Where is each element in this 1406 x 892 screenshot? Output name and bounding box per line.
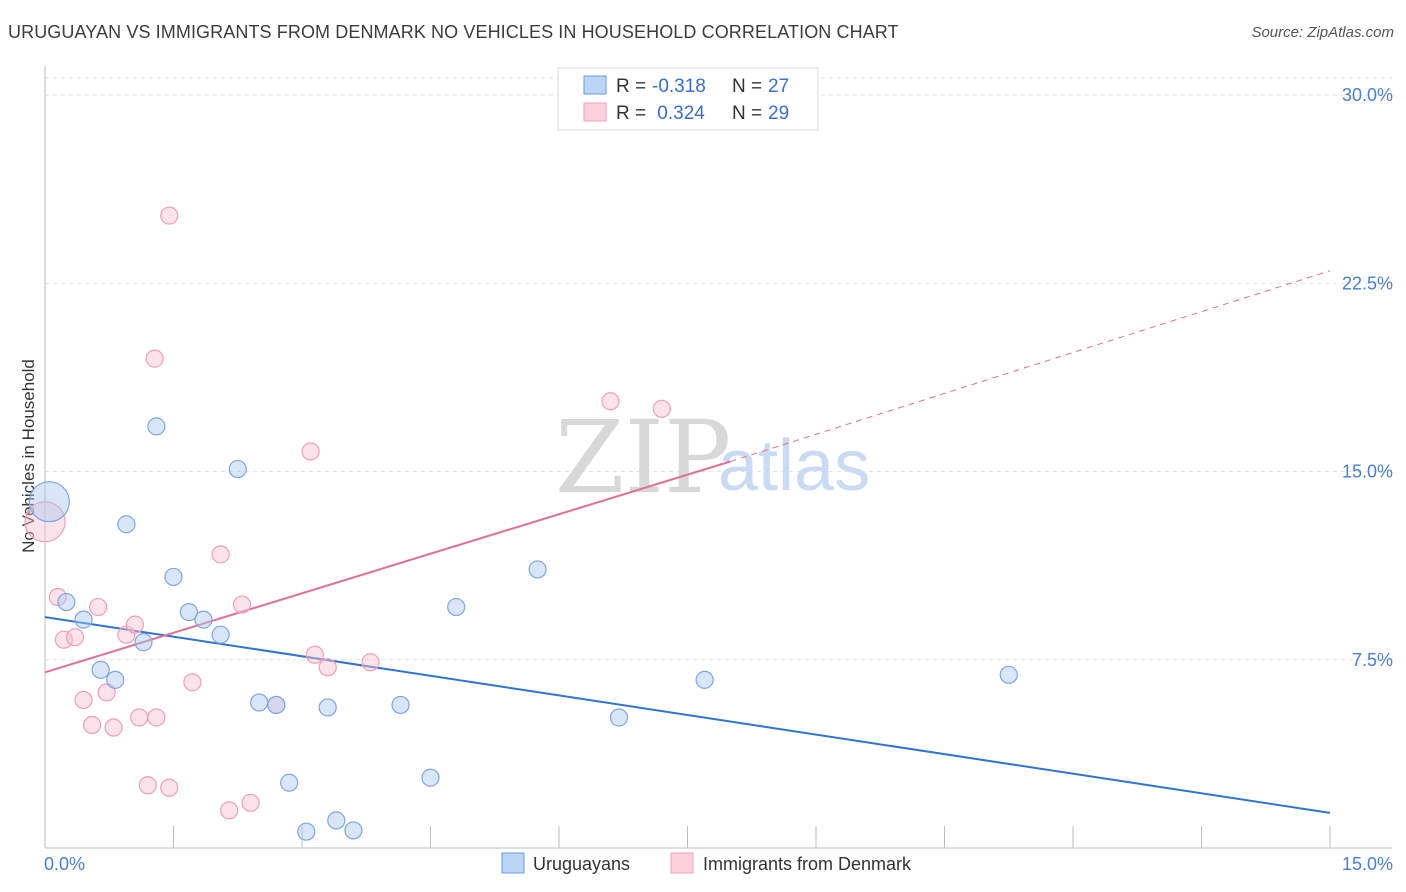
bottom-legend-denmark: Immigrants from Denmark [703, 854, 912, 874]
point-denmark [318, 658, 337, 677]
point-denmark [305, 645, 324, 664]
bottom-legend-swatch-uruguayans [501, 852, 525, 874]
correlation-legend: R = -0.318 N = 27 R = 0.324 N = 29 [557, 67, 819, 131]
point-denmark [241, 793, 260, 812]
point-uruguayans [391, 695, 410, 715]
legend-r-label-1: R = [616, 76, 646, 97]
legend-n-value-2: 29 [768, 103, 789, 124]
point-uruguayans [999, 665, 1018, 684]
point-uruguayans [211, 625, 230, 644]
x-tick-labels: 0.0% 15.0% [44, 854, 1393, 874]
watermark: ZIP atlas [555, 399, 870, 516]
trend-lines [44, 270, 1331, 814]
point-denmark [160, 778, 179, 797]
legend-r-value-1: -0.318 [652, 76, 706, 97]
legend-n-label-2: N = [732, 103, 762, 124]
trend-line-denmark-extension [730, 270, 1331, 462]
point-uruguayans [106, 670, 125, 689]
point-denmark [74, 690, 93, 710]
point-denmark [138, 776, 157, 795]
point-uruguayans [447, 597, 466, 617]
y-tick-labels: 7.5% 15.0% 22.5% 30.0% [1342, 85, 1393, 670]
watermark-zip: ZIP [555, 399, 731, 516]
point-denmark [104, 718, 123, 737]
point-uruguayans [318, 698, 337, 717]
point-uruguayans [280, 773, 299, 792]
legend-swatch-uruguayans [583, 75, 607, 95]
legend-n-value-1: 27 [768, 76, 789, 97]
point-uruguayans [194, 610, 213, 629]
bottom-legend-uruguayans: Uruguayans [533, 854, 630, 874]
y-tick-label: 30.0% [1342, 85, 1393, 105]
source-label: Source: ZipAtlas.com [1251, 24, 1394, 41]
point-uruguayans [91, 660, 110, 679]
point-uruguayans [250, 693, 269, 712]
axes [44, 66, 1392, 849]
legend-n-label-1: N = [732, 76, 762, 97]
point-uruguayans [609, 708, 629, 727]
point-denmark [160, 206, 179, 225]
point-uruguayans [327, 811, 346, 830]
point-denmark [97, 683, 116, 702]
x-tick-label: 15.0% [1342, 854, 1393, 874]
point-denmark [145, 349, 164, 368]
trend-line-denmark [44, 460, 731, 674]
legend-r-label-2: R = [616, 103, 646, 124]
point-denmark [48, 587, 67, 607]
legend-swatch-denmark [583, 102, 607, 122]
point-uruguayans [117, 515, 136, 534]
point-denmark [601, 392, 620, 411]
bottom-legend-swatch-denmark [670, 852, 694, 874]
data-points [24, 206, 1018, 841]
point-uruguayans [147, 417, 166, 436]
point-denmark [211, 545, 230, 564]
gridlines [45, 77, 1392, 661]
x-tick-label: 0.0% [44, 854, 85, 874]
point-denmark [54, 630, 73, 649]
point-uruguayans [421, 768, 440, 787]
y-tick-label: 22.5% [1342, 273, 1393, 293]
point-uruguayans [228, 459, 247, 479]
point-denmark [361, 653, 380, 672]
point-uruguayans [74, 610, 93, 629]
watermark-atlas: atlas [718, 426, 870, 506]
point-uruguayans [28, 481, 70, 523]
legend-r-value-2: 0.324 [652, 103, 705, 124]
point-uruguayans [134, 633, 153, 652]
point-uruguayans [267, 695, 286, 715]
point-uruguayans [344, 821, 363, 840]
y-axis-label: No Vehicles in Household [19, 359, 38, 553]
point-denmark [83, 715, 102, 735]
point-denmark [652, 399, 671, 418]
point-uruguayans [695, 670, 714, 689]
point-denmark [65, 628, 85, 647]
point-uruguayans [57, 592, 76, 612]
y-tick-label: 15.0% [1342, 462, 1393, 482]
point-denmark [301, 442, 320, 461]
chart-title: URUGUAYAN VS IMMIGRANTS FROM DENMARK NO … [8, 22, 899, 42]
point-denmark [232, 595, 252, 614]
point-uruguayans [297, 822, 316, 841]
point-denmark [89, 597, 108, 617]
point-uruguayans [164, 567, 183, 587]
point-uruguayans [179, 602, 199, 622]
point-uruguayans [528, 560, 547, 579]
point-denmark [147, 708, 166, 727]
point-denmark [220, 801, 239, 820]
point-denmark [183, 673, 202, 692]
y-tick-label: 7.5% [1352, 650, 1393, 670]
point-denmark [130, 708, 149, 727]
trend-line-uruguayans [44, 616, 1331, 814]
bottom-legend: Uruguayans Immigrants from Denmark [501, 852, 912, 874]
point-denmark [125, 615, 145, 634]
